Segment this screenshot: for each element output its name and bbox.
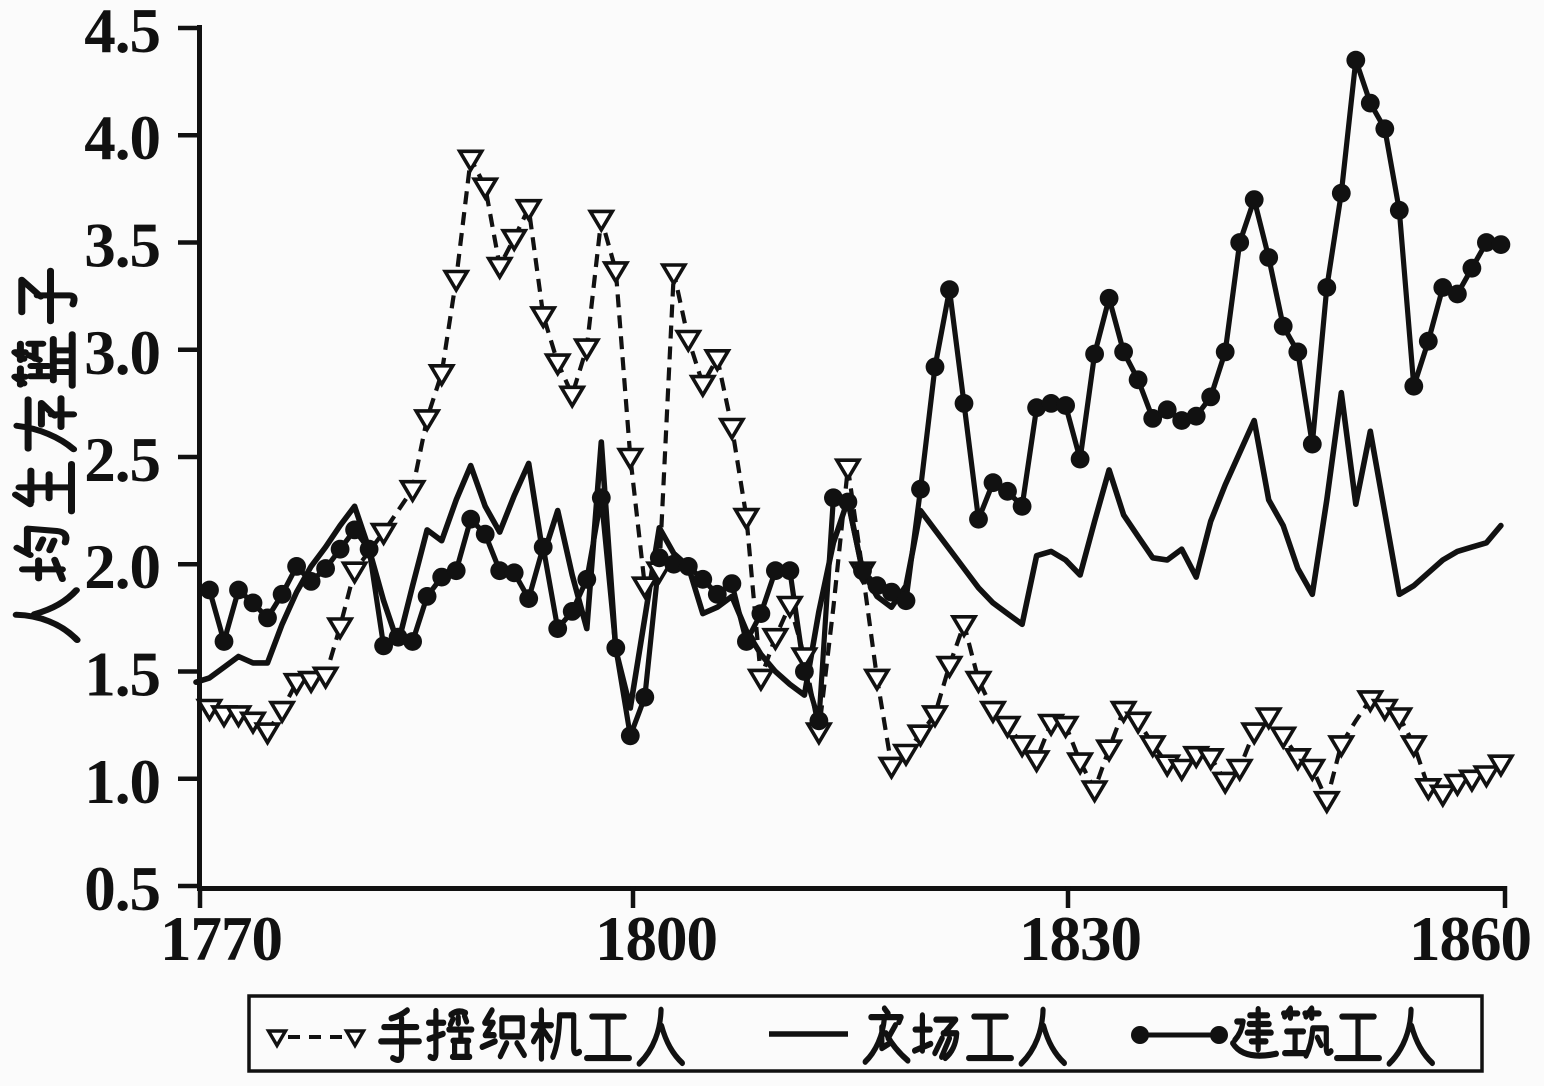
svg-text:1.5: 1.5 — [84, 640, 160, 710]
svg-text:4.0: 4.0 — [84, 103, 160, 173]
svg-text:4.5: 4.5 — [84, 0, 160, 66]
svg-text:2.5: 2.5 — [84, 425, 160, 495]
svg-text:3.5: 3.5 — [84, 211, 160, 281]
svg-text:1830: 1830 — [1019, 904, 1141, 974]
svg-text:1800: 1800 — [595, 904, 717, 974]
svg-text:3.0: 3.0 — [84, 318, 160, 388]
svg-text:0.5: 0.5 — [84, 854, 160, 924]
svg-text:2.0: 2.0 — [84, 532, 160, 602]
svg-text:1860: 1860 — [1409, 904, 1531, 974]
svg-text:1.0: 1.0 — [84, 747, 160, 817]
svg-text:1770: 1770 — [160, 904, 282, 974]
